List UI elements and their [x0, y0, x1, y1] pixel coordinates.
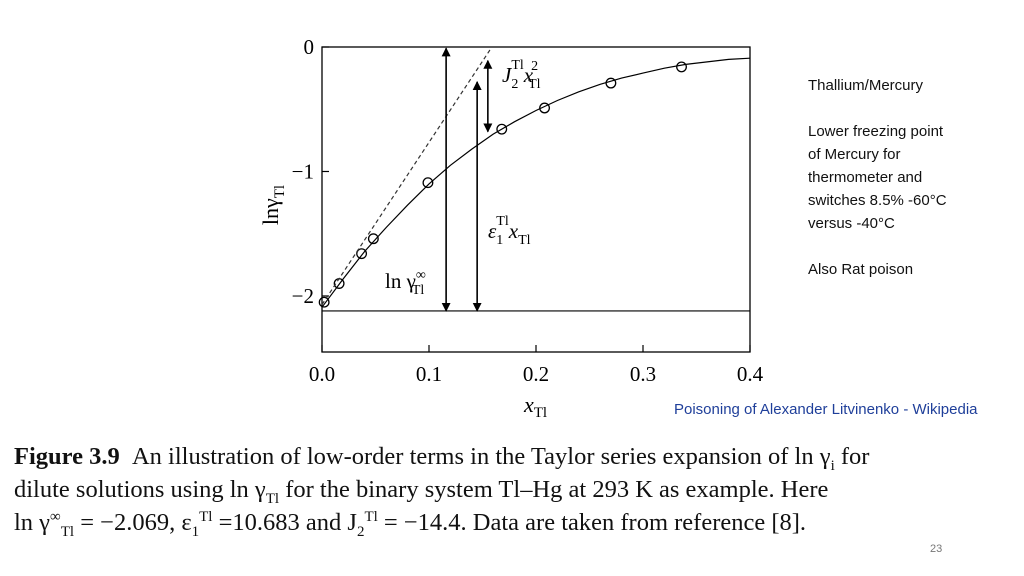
- chart: 0.0 0.1 0.2 0.3 0.4 0−1−2 lnγTl xTl ln γ∞ Tl …: [258, 35, 764, 421]
- series-layer: [318, 47, 751, 312]
- annotation-arrows: [441, 47, 493, 312]
- y-axis-label-main: lnγ: [258, 198, 283, 225]
- data-point: [356, 248, 368, 260]
- x-axis-label-main: x: [523, 392, 534, 417]
- page-number: 23: [930, 543, 943, 555]
- data-point: [539, 102, 551, 114]
- tangent-line: [321, 47, 492, 305]
- y-axis-ticks: 0 −1 −2: [292, 35, 329, 308]
- notes-line: Lower freezing point: [808, 123, 944, 140]
- data-point: [676, 61, 687, 73]
- notes-extra: Also Rat poison: [808, 261, 914, 278]
- annotation-ln-gamma-inf: ln γ∞ Tl: [385, 268, 426, 298]
- notes-line: thermometer and: [808, 169, 923, 186]
- y-axis-label: lnγTl: [258, 185, 288, 225]
- fitted-curve: [321, 57, 751, 308]
- x-axis-label-sub: Tl: [534, 405, 547, 421]
- y-tick-label: −1: [292, 159, 314, 183]
- figure-caption: Figure 3.9 An illustration of low-order …: [14, 440, 1014, 539]
- x-tick-label: 0.3: [630, 362, 656, 386]
- y-axis-label-sub: Tl: [272, 185, 288, 198]
- data-point: [318, 296, 330, 308]
- annotation-epsilon-term: ε1TlxTl: [488, 214, 531, 248]
- x-tick-label: 0.0: [309, 362, 335, 386]
- caption-line-1: Figure 3.9 An illustration of low-order …: [14, 443, 870, 474]
- notes-title: Thallium/Mercury: [808, 77, 924, 94]
- x-tick-label: 0.4: [737, 362, 764, 386]
- side-notes: Thallium/Mercury Lower freezing point of…: [808, 74, 1008, 281]
- wikipedia-source-link[interactable]: Poisoning of Alexander Litvinenko - Wiki…: [674, 401, 978, 418]
- notes-line: versus -40°C: [808, 215, 895, 232]
- notes-line: switches 8.5% -60°C: [808, 192, 947, 209]
- x-axis-label: xTl: [523, 392, 547, 421]
- plot-area-frame: [321, 46, 751, 353]
- caption-line-2: dilute solutions using ln γTl for the bi…: [14, 476, 829, 507]
- x-axis-ticks: 0.0 0.1 0.2 0.3 0.4: [309, 345, 764, 386]
- annotation-j-term: J2Tlx2 Tl: [502, 58, 541, 92]
- y-tick-label: 0: [304, 35, 315, 59]
- data-point: [496, 123, 508, 135]
- x-tick-label: 0.1: [416, 362, 442, 386]
- y-tick-label: −2: [292, 284, 314, 308]
- x-tick-label: 0.2: [523, 362, 549, 386]
- data-point: [367, 233, 379, 245]
- caption-label: Figure 3.9: [14, 443, 120, 470]
- data-point: [422, 177, 434, 189]
- caption-line-3: ln γ∞Tl = −2.069, ε1Tl =10.683 and J2Tl …: [14, 508, 807, 540]
- notes-line: of Mercury for: [808, 146, 901, 163]
